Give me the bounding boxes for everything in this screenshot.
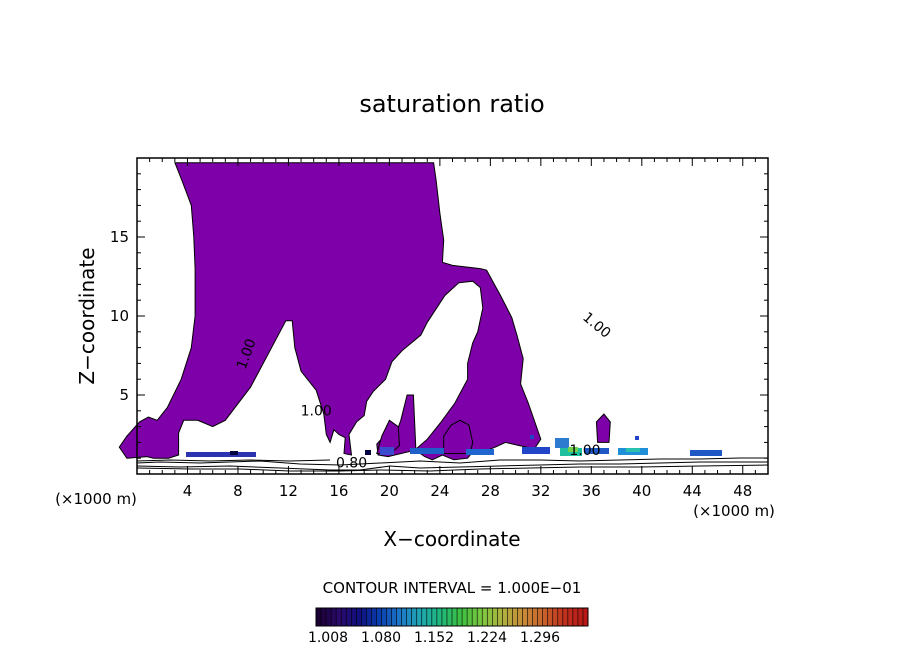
colorbar-cell [532, 608, 538, 626]
colorbar-tick-label: 1.224 [467, 630, 507, 646]
colorbar-cell [542, 608, 549, 626]
colorbar-cell [321, 608, 327, 626]
x-tick-label: 12 [279, 482, 298, 500]
colorbar-cell [517, 608, 523, 626]
colorbar-cell [482, 608, 488, 626]
colorbar-cell [326, 608, 332, 626]
colorbar-cell [421, 608, 428, 626]
colorbar-cell [381, 608, 387, 626]
colorbar-cell [452, 608, 458, 626]
contour-label: 0.80 [336, 456, 367, 472]
colorbar-cell [356, 608, 362, 626]
x-tick-label: 36 [582, 482, 601, 500]
colorbar-cell [492, 608, 498, 626]
colorbar-cell [557, 608, 564, 626]
colorbar-cell [537, 608, 543, 626]
colorbar-frame [315, 607, 589, 627]
colorbar-tick-label: 1.008 [308, 630, 348, 646]
colorbar-cell [441, 608, 448, 626]
y-axis-label: Z−coordinate [75, 247, 99, 384]
colorbar-cell [361, 608, 367, 626]
chart-title: saturation ratio [359, 90, 544, 118]
x-tick-label: 44 [683, 482, 702, 500]
surface-contour-line [136, 459, 331, 462]
colorbar-cell [416, 608, 423, 626]
x-tick-label: 28 [481, 482, 500, 500]
colorbar-cell [582, 608, 589, 626]
colorbar-cell [552, 608, 559, 626]
colorbar-tick-label: 1.152 [414, 630, 454, 646]
colorbar-cell [502, 608, 508, 626]
x-tick-label: 48 [733, 482, 752, 500]
supersaturated-region-bump-37 [595, 413, 611, 443]
surface-contour-line [136, 464, 769, 472]
colorbar-cell [497, 608, 503, 626]
x-tick-label: 40 [632, 482, 651, 500]
x-tick-label: 24 [430, 482, 449, 500]
colorbar-cell [346, 608, 352, 626]
y-tick-label: 10 [110, 307, 129, 325]
colorbar-cell [547, 608, 554, 626]
surface-contour-line [136, 457, 768, 466]
colorbar-cell [336, 608, 342, 626]
x-unit-right: (×1000 m) [693, 502, 775, 520]
y-tick-label: 5 [119, 386, 129, 404]
colorbar-cell [457, 608, 463, 626]
colorbar-tick-label: 1.080 [361, 630, 401, 646]
colorbar-cell [396, 608, 402, 626]
colorbar-cell [512, 608, 518, 626]
x-axis-label: X−coordinate [383, 527, 520, 551]
contour-interval-label: CONTOUR INTERVAL = 1.000E−01 [323, 579, 582, 597]
colorbar-cell [446, 608, 453, 626]
colorbar-cell [406, 608, 413, 626]
colorbar-cell [487, 608, 493, 626]
colorbar-cell [331, 608, 337, 626]
x-unit-left: (×1000 m) [55, 490, 137, 508]
colorbar-tick-label: 1.296 [520, 630, 560, 646]
x-tick-label: 32 [531, 482, 550, 500]
colorbar-cell [316, 608, 322, 626]
colorbar-cell [562, 608, 569, 626]
colorbar-cell [391, 608, 397, 626]
colorbar-cell [507, 608, 513, 626]
colorbar-cell [401, 608, 407, 626]
x-tick-label: 4 [183, 482, 193, 500]
contour-label: 1.00 [569, 443, 600, 459]
colorbar-cell [522, 608, 528, 626]
plot-area: 1.001.001.001.000.80 4 8 12 16 20 24 28 32 36 40 4… [110, 157, 769, 500]
surface-speckles [186, 435, 722, 457]
colorbar-cell [426, 608, 433, 626]
colorbar-cell [376, 608, 382, 626]
colorbar: 1.008 1.080 1.152 1.224 1.296 [308, 607, 589, 646]
colorbar-cell [366, 608, 372, 626]
colorbar-cell [436, 608, 443, 626]
colorbar-cell [431, 608, 438, 626]
contour-label: 1.00 [301, 404, 332, 420]
colorbar-cell [577, 608, 584, 626]
x-tick-label: 8 [233, 482, 243, 500]
colorbar-cell [527, 608, 533, 626]
colorbar-cell [386, 608, 392, 626]
x-tick-label: 20 [380, 482, 399, 500]
y-tick-label: 15 [110, 228, 129, 246]
colorbar-cell [371, 608, 377, 626]
colorbar-cell [462, 608, 468, 626]
colorbar-cell [341, 608, 347, 626]
colorbar-cell [477, 608, 483, 626]
colorbar-cell [472, 608, 478, 626]
colorbar-cell [411, 608, 418, 626]
colorbar-cell [467, 608, 473, 626]
surface-contours [136, 435, 769, 472]
colorbar-cell [572, 608, 579, 626]
colorbar-cell [351, 608, 357, 626]
colorbar-cell [567, 608, 574, 626]
x-tick-label: 16 [329, 482, 348, 500]
